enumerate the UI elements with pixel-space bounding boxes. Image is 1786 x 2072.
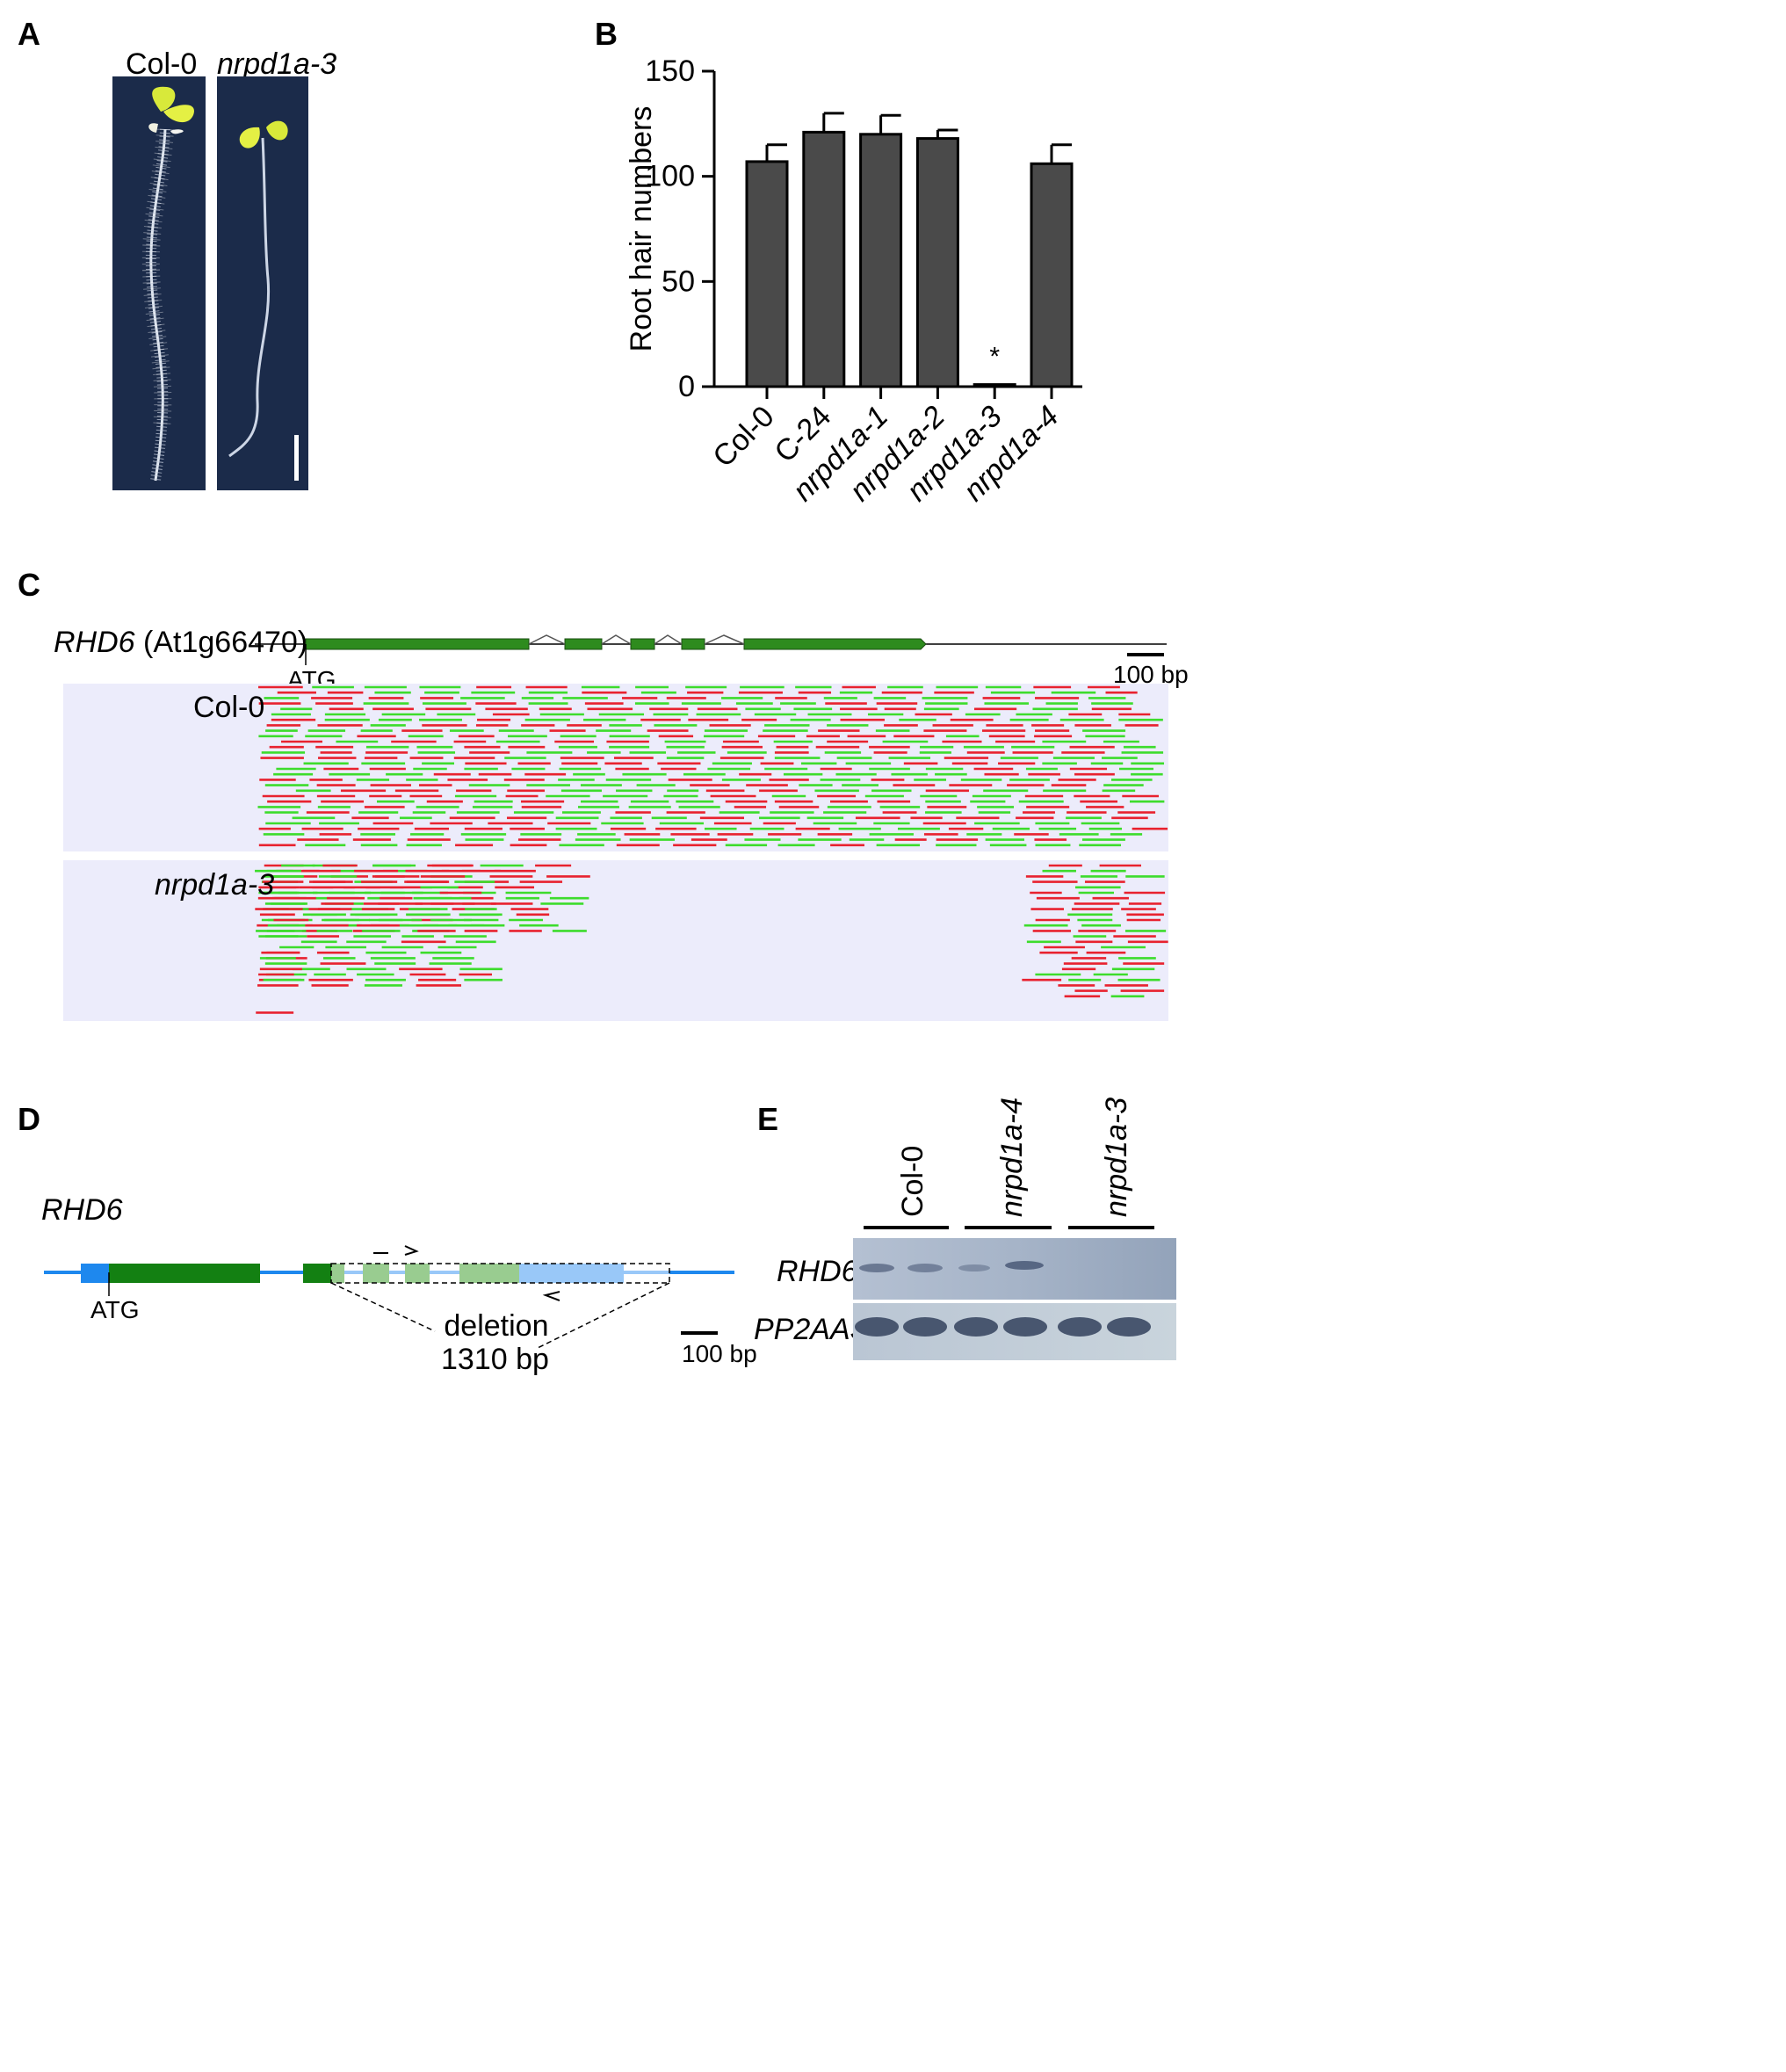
exon-4: [681, 638, 705, 650]
gel-pp2aa3: [853, 1303, 1176, 1360]
mutant-seedling-photo: [217, 76, 308, 490]
exon-b: [303, 1264, 331, 1283]
row-label-pp2aa3: PP2AA3: [754, 1313, 867, 1346]
gene-locus: (At1g66470): [143, 626, 308, 659]
scale-bar-d: [681, 1331, 718, 1335]
scale-bar-c: [1127, 653, 1164, 656]
y-tick-label: 100: [645, 160, 695, 193]
deletion-word: deletion: [444, 1309, 549, 1343]
col0-seedling-photo: [112, 76, 206, 490]
panel-label-d: D: [18, 1101, 40, 1137]
col0-track-label: Col-0: [193, 691, 265, 724]
gene-name: RHD6: [54, 626, 135, 659]
scale-bar: [294, 435, 299, 481]
exon-1: [305, 638, 530, 650]
significance-asterisk: *: [989, 343, 1000, 372]
x-tick-label: Col-0: [706, 400, 780, 474]
mutant-photo-label: nrpd1a-3: [217, 47, 337, 81]
mutant-reads-track: [63, 860, 1168, 1021]
y-tick-label: 50: [662, 264, 695, 298]
lane-label-col0: Col-0: [896, 1145, 929, 1217]
bar: [1030, 162, 1074, 388]
lane-line-nrpd1a-3: [1068, 1226, 1154, 1229]
bar: [973, 383, 1016, 388]
exon-5: [743, 638, 927, 650]
panel-label-a: A: [18, 16, 40, 52]
scale-label-c: 100 bp: [1113, 661, 1189, 688]
deletion-label: deletion 1310 bp: [441, 1309, 549, 1376]
bar: [915, 137, 959, 388]
mutant-track-label: nrpd1a-3: [155, 868, 275, 902]
y-tick-label: 150: [645, 54, 695, 88]
lane-line-col0: [864, 1226, 949, 1229]
utr-5: [81, 1264, 109, 1283]
col0-photo-label: Col-0: [126, 47, 198, 81]
rhd6-gene-title: RHD6 (At1g66470): [54, 626, 307, 660]
y-tick-label: 0: [678, 370, 695, 403]
rhd6-label-d: RHD6: [41, 1193, 123, 1227]
bar: [745, 160, 789, 388]
deleted-region-box: [330, 1263, 670, 1284]
lane-label-nrpd1a-4: nrpd1a-4: [995, 1097, 1029, 1217]
gel-rhd6: [853, 1238, 1176, 1300]
panel-label-b: B: [595, 16, 618, 52]
scale-label-d: 100 bp: [682, 1340, 757, 1367]
lane-label-nrpd1a-3: nrpd1a-3: [1100, 1097, 1133, 1217]
col0-reads-track: [63, 684, 1168, 851]
y-axis-label: Root hair numbers: [625, 106, 658, 352]
lane-line-nrpd1a-4: [965, 1226, 1052, 1229]
deletion-schematic: [44, 1245, 734, 1350]
gene-model-c: [255, 634, 1167, 665]
exon-3: [630, 638, 655, 650]
row-label-rhd6: RHD6: [777, 1255, 858, 1288]
exon-a: [109, 1264, 260, 1283]
panel-label-e: E: [757, 1101, 779, 1137]
atg-label-d: ATG: [90, 1296, 140, 1323]
deletion-size: 1310 bp: [441, 1343, 549, 1376]
bar: [859, 133, 903, 388]
exon-2: [564, 638, 603, 650]
bar: [802, 130, 846, 388]
panel-label-c: C: [18, 567, 40, 603]
